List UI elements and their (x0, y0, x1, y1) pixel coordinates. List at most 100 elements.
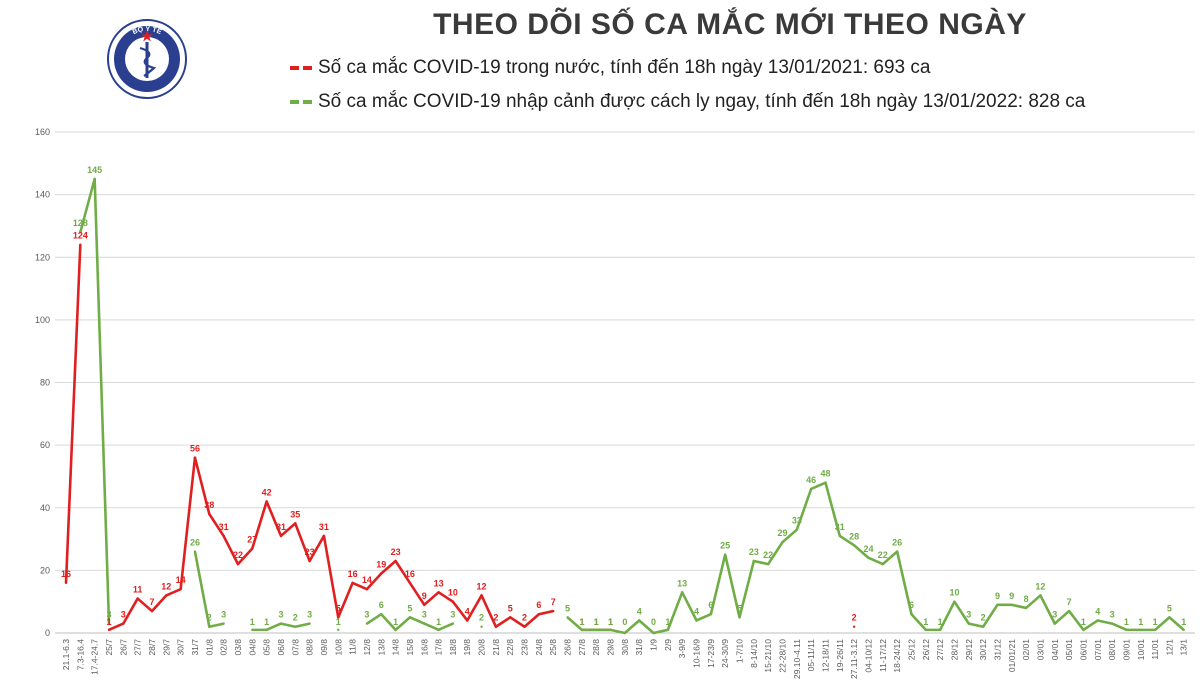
x-tick-label: 18-24/12 (892, 639, 902, 673)
data-point-domestic (179, 587, 182, 591)
x-tick-label: 10/01 (1136, 639, 1146, 661)
data-point-imported (480, 625, 483, 628)
data-label-domestic: 11 (133, 585, 143, 595)
data-point-imported (709, 613, 713, 616)
legend-swatch-domestic (290, 66, 312, 70)
series-line-imported (79, 177, 111, 624)
series-line-domestic (64, 244, 82, 583)
data-label-domestic: 14 (362, 575, 372, 585)
x-tick-label: 05/8 (262, 639, 272, 656)
data-point-domestic (509, 616, 512, 619)
data-point-imported (824, 481, 827, 484)
data-label-domestic: 7 (551, 597, 556, 607)
x-tick-label: 15/8 (405, 639, 415, 656)
x-tick-label: 10/8 (333, 639, 343, 656)
data-point-domestic (222, 534, 225, 538)
data-point-imported (981, 625, 985, 628)
data-point-imported (1024, 606, 1028, 610)
data-point-imported (222, 622, 225, 625)
data-label-imported: 6 (708, 600, 713, 610)
x-tick-label: 13/1 (1179, 639, 1189, 656)
x-tick-label: 15-21/10 (763, 639, 773, 673)
data-label-imported: 48 (820, 469, 830, 479)
x-tick-label: 01/8 (204, 639, 214, 656)
data-point-imported (838, 534, 842, 538)
x-tick-label: 21.1-6.3 (61, 639, 71, 670)
x-tick-label: 28/12 (949, 639, 959, 661)
data-label-domestic: 6 (536, 600, 541, 610)
data-label-layer: 1612413117121456383122274231352331516141… (61, 165, 1186, 627)
data-label-domestic: 12 (477, 581, 487, 591)
data-label-imported: 1 (1153, 617, 1158, 627)
data-point-domestic (308, 559, 311, 563)
data-label-imported: 3 (278, 610, 283, 620)
ministry-of-health-logo: BỘ Y TẾ MINISTRY OF HEALTH (107, 19, 187, 99)
data-point-imported (766, 562, 770, 566)
data-label-imported: 6 (909, 600, 914, 610)
data-point-domestic (107, 628, 111, 632)
x-tick-label: 05/01 (1064, 639, 1074, 661)
data-point-imported (93, 177, 96, 181)
data-label-imported: 29 (777, 528, 787, 538)
data-label-domestic: 35 (290, 509, 300, 519)
data-label-imported: 1 (1124, 617, 1129, 627)
data-label-imported: 24 (863, 544, 873, 554)
data-point-domestic (322, 534, 326, 538)
x-tick-label: 16/8 (419, 639, 429, 656)
legend-swatch-imported (290, 100, 312, 104)
data-point-imported (107, 622, 111, 625)
data-point-domestic (408, 581, 412, 585)
x-tick-label: 17-23/9 (706, 639, 716, 668)
data-label-imported: 4 (694, 606, 699, 616)
data-point-imported (738, 616, 741, 619)
data-label-imported: 3 (364, 610, 369, 620)
data-point-imported (852, 544, 856, 547)
data-point-imported (193, 550, 197, 553)
data-label-imported: 13 (677, 578, 687, 588)
x-tick-label: 29/8 (606, 639, 616, 656)
series-line-imported (566, 481, 1185, 635)
series-layer (64, 177, 1185, 635)
data-label-imported: 1 (923, 617, 928, 627)
data-point-imported (265, 628, 268, 632)
data-point-domestic (122, 622, 125, 625)
y-tick-label: 160 (35, 127, 50, 137)
x-tick-label: 1-7/10 (735, 639, 745, 663)
data-label-imported: 1 (1181, 617, 1186, 627)
data-label-domestic: 3 (121, 610, 126, 620)
data-label-domestic: 42 (262, 487, 272, 497)
data-label-imported: 1 (594, 617, 599, 627)
x-tick-label: 2/9 (663, 639, 673, 651)
data-label-imported: 7 (1067, 597, 1072, 607)
x-tick-label: 09/01 (1121, 639, 1131, 661)
data-label-domestic: 2 (493, 613, 498, 623)
data-label-imported: 6 (379, 600, 384, 610)
data-point-imported (566, 616, 569, 619)
data-label-domestic: 23 (391, 547, 401, 557)
data-label-imported: 3 (307, 610, 312, 620)
data-point-domestic (79, 243, 82, 246)
data-point-imported (294, 625, 297, 628)
data-label-imported: 26 (190, 538, 200, 548)
x-tick-label: 27/12 (935, 639, 945, 661)
series-line-domestic (108, 456, 554, 632)
y-tick-label: 40 (40, 503, 50, 513)
data-label-imported: 3 (106, 610, 111, 620)
data-label-imported: 2 (293, 613, 298, 623)
data-point-imported (1153, 628, 1157, 632)
data-label-domestic: 2 (522, 613, 527, 623)
data-label-imported: 3 (422, 610, 427, 620)
data-label-imported: 1 (250, 617, 255, 627)
data-label-imported: 2 (479, 613, 484, 623)
x-tick-label: 17.4-24.7 (90, 639, 100, 675)
data-label-domestic: 1 (106, 617, 111, 627)
data-label-imported: 3 (1110, 610, 1115, 620)
x-tick-label: 25/8 (548, 639, 558, 656)
data-label-domestic: 12 (161, 581, 171, 591)
data-label-imported: 5 (407, 603, 412, 613)
grid-layer (55, 131, 1195, 571)
x-tick-label: 19/8 (462, 639, 472, 656)
data-label-domestic: 31 (276, 522, 286, 532)
x-tick-label: 22-28/10 (778, 639, 788, 673)
